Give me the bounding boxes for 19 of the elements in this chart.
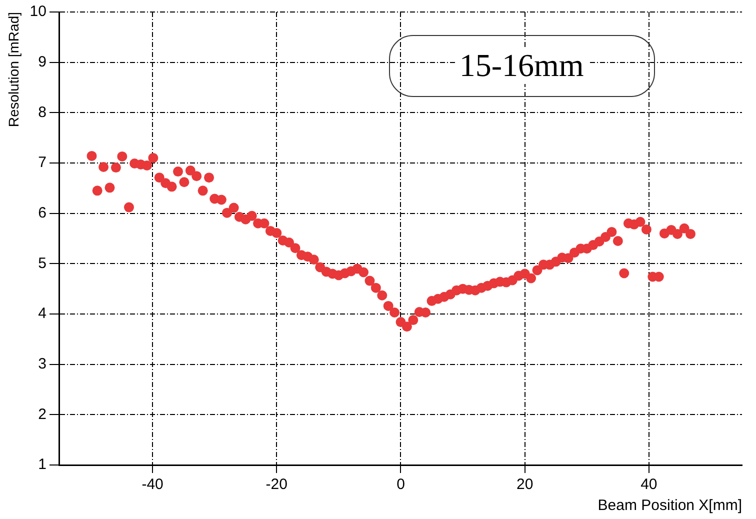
x-tick-label: 0 — [396, 476, 405, 494]
y-tick-label: 10 — [30, 3, 46, 20]
y-tick-label: 7 — [38, 154, 46, 172]
y-tick-label: 1 — [38, 456, 46, 474]
y-tick-label: 6 — [38, 204, 46, 222]
annotation: 15-16mm — [455, 47, 588, 84]
y-tick-label: 3 — [38, 355, 46, 372]
y-tick-label: 4 — [38, 305, 46, 322]
y-axis-title: Resolution [mRad] — [5, 12, 22, 128]
y-tick-label: 8 — [38, 104, 46, 121]
x-axis-title: Beam Position X[mm] — [598, 497, 742, 514]
rounded-frame: 15-16mm — [388, 35, 655, 97]
y-tick-label: 9 — [38, 53, 46, 70]
y-tick-label: 2 — [38, 406, 46, 423]
x-tick-label: -40 — [142, 476, 164, 494]
y-tick-label: 5 — [38, 254, 46, 272]
x-tick-label: -20 — [266, 476, 288, 494]
x-tick-label: 40 — [640, 476, 658, 494]
x-tick-label: 20 — [516, 476, 534, 494]
